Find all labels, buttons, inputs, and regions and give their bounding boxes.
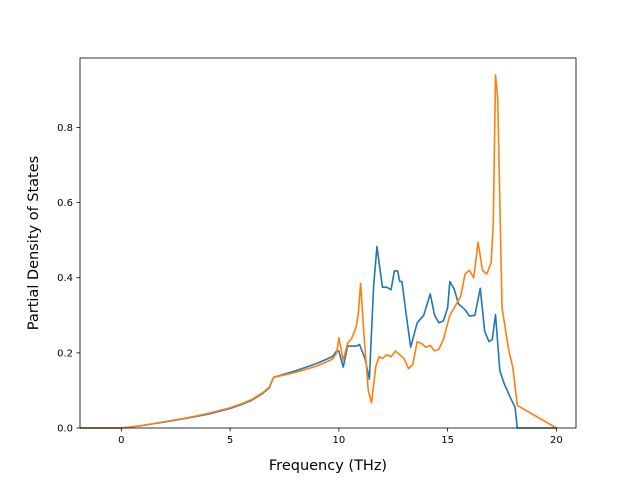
x-axis-label: Frequency (THz) bbox=[269, 458, 387, 474]
x-tick-label: 20 bbox=[550, 435, 563, 446]
x-axis: 0 5 10 15 20 bbox=[118, 428, 563, 446]
x-tick-label: 5 bbox=[227, 435, 233, 446]
y-axis: 0.0 0.2 0.4 0.6 0.8 bbox=[57, 123, 80, 435]
x-tick-label: 0 bbox=[118, 435, 124, 446]
x-tick-label: 10 bbox=[333, 435, 346, 446]
plot-lines bbox=[80, 74, 557, 429]
y-tick-label: 0.6 bbox=[57, 198, 73, 209]
x-tick-label: 15 bbox=[441, 435, 454, 446]
y-tick-label: 0.4 bbox=[57, 273, 73, 284]
y-tick-label: 0.0 bbox=[57, 424, 73, 435]
plot-frame bbox=[79, 57, 577, 429]
y-tick-label: 0.2 bbox=[57, 348, 73, 359]
y-tick-label: 0.8 bbox=[57, 123, 73, 134]
series-line-2 bbox=[80, 74, 557, 429]
y-axis-label: Partial Density of States bbox=[26, 156, 42, 330]
